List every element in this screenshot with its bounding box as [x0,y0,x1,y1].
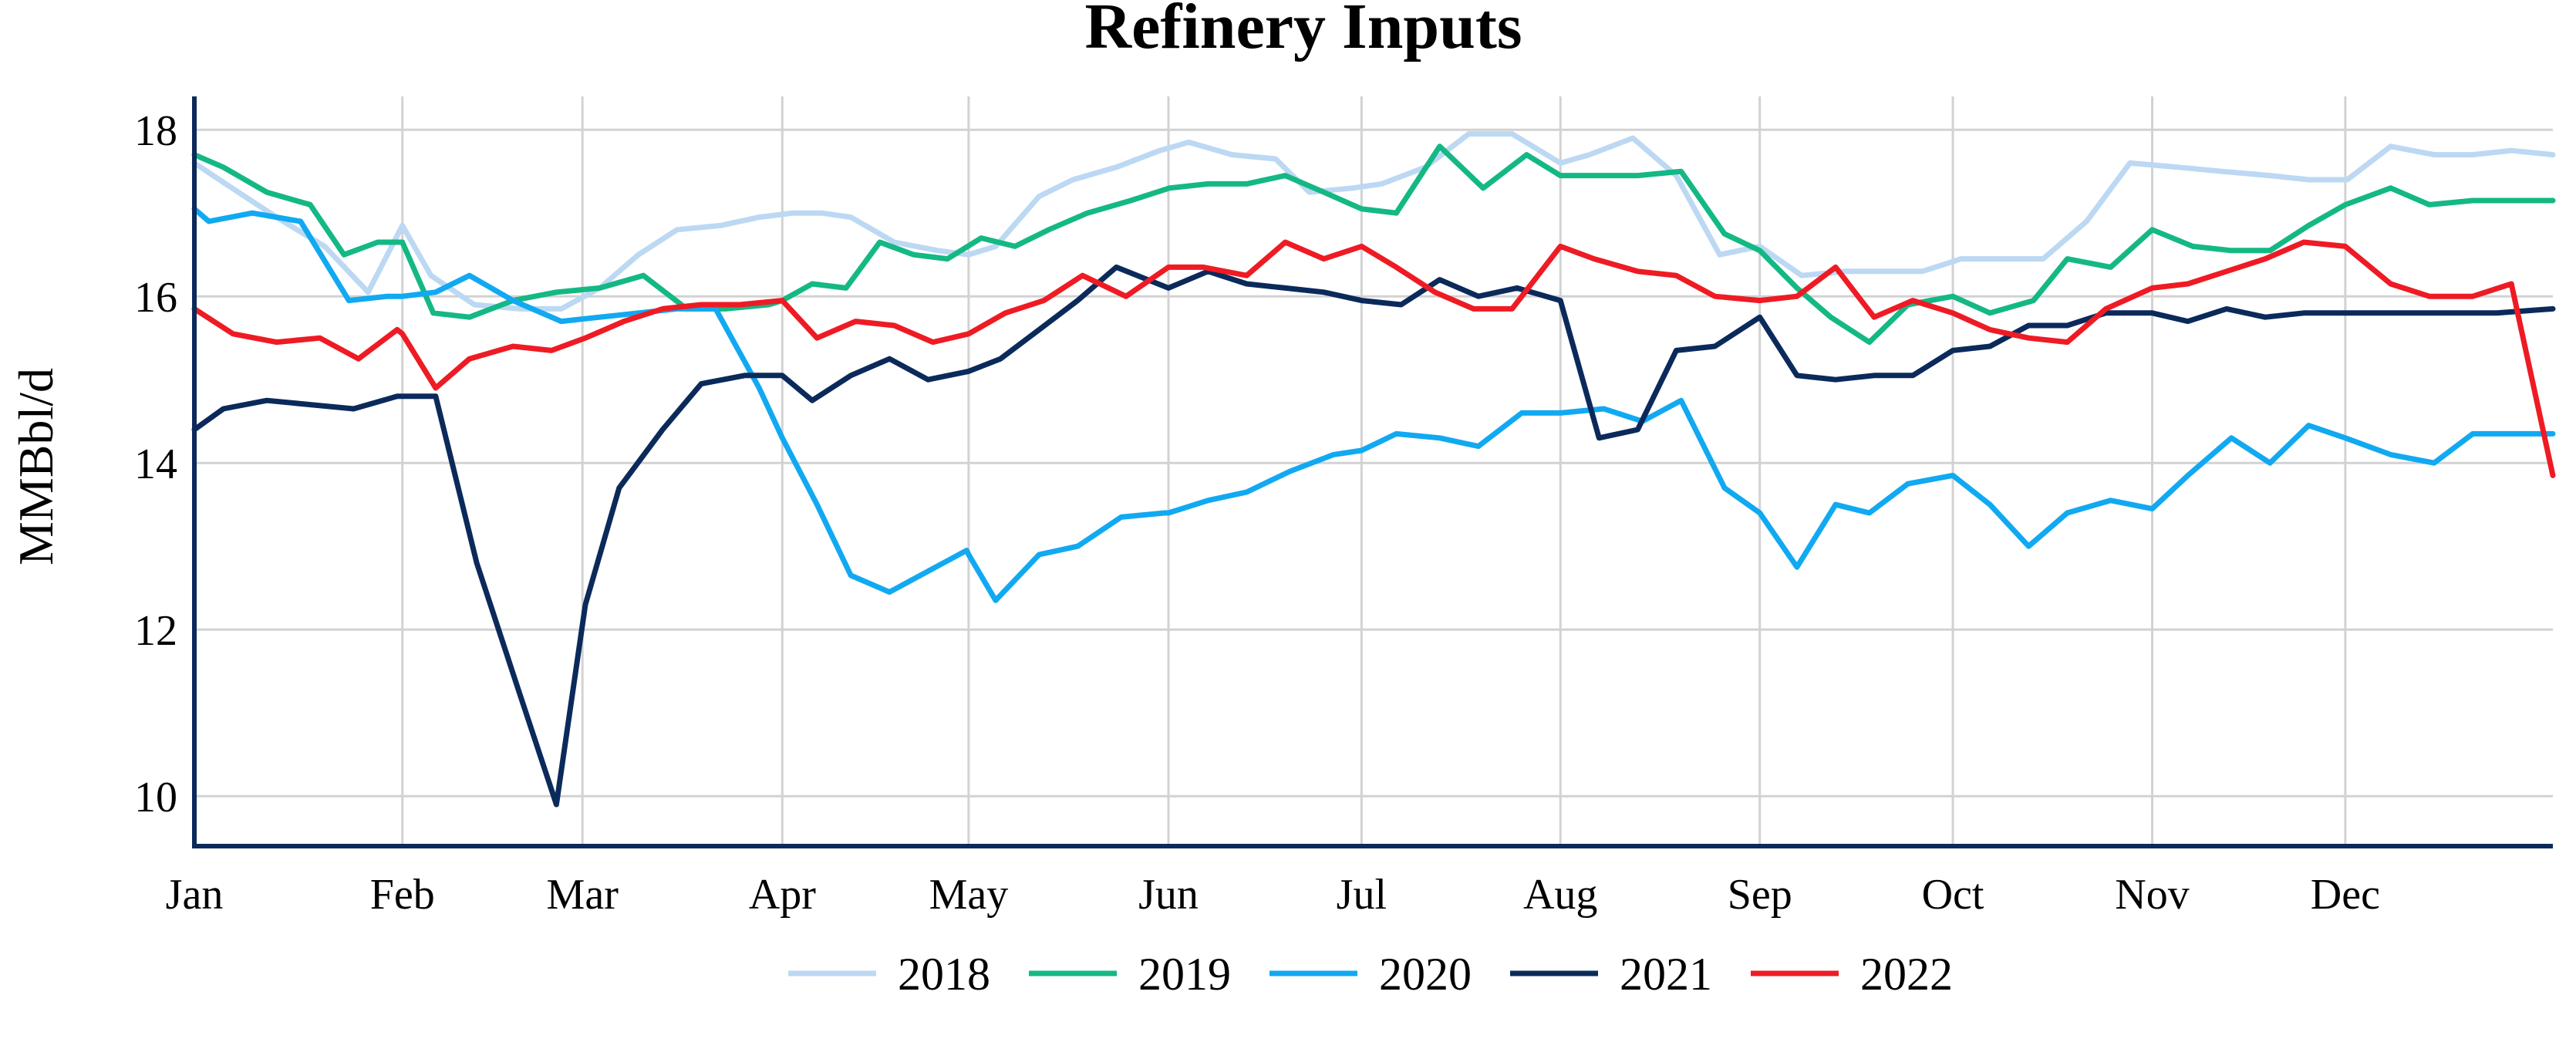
x-tick-label: Nov [2115,871,2189,919]
x-tick-label: Aug [1523,871,1597,919]
x-tick-label: Feb [370,871,435,919]
x-tick-label: Oct [1922,871,1984,919]
y-tick-label: 16 [134,274,177,322]
x-tick-label: May [929,871,1009,919]
series-line-2018 [191,131,2556,312]
series-line-2020 [191,206,2556,603]
legend-label: 2019 [1138,949,1231,1000]
x-tick-label: Jun [1138,871,1199,919]
legend: 2018 2019 2020 2021 2022 [788,949,1953,1000]
series-line-2019 [191,143,2556,346]
legend-label: 2020 [1379,949,1472,1000]
x-tick-label: Jul [1337,871,1387,919]
legend-label: 2018 [898,949,990,1000]
gridlines [194,96,2553,846]
x-tick-label: Dec [2311,871,2380,919]
y-tick-label: 10 [134,774,177,821]
x-tick-label: Apr [749,871,816,919]
tick-labels: 10 12 14 16 18 Jan Feb Mar Apr May Jun Jul Aug Sep Oct… [134,107,2380,919]
axes [192,96,2553,848]
chart-title: Refinery Inputs [1084,0,1522,62]
x-tick-label: Jan [166,871,224,919]
y-tick-label: 14 [134,440,177,488]
series-line-2022 [191,239,2556,478]
legend-label: 2021 [1620,949,1712,1000]
y-tick-label: 12 [134,607,177,655]
x-tick-label: Mar [547,871,619,919]
series-lines [191,131,2556,808]
legend-label: 2022 [1860,949,1953,1000]
series-line-2021 [191,264,2556,808]
y-tick-label: 18 [134,107,177,155]
y-axis-label: MMBbl/d [8,368,63,565]
x-tick-label: Sep [1728,871,1792,919]
